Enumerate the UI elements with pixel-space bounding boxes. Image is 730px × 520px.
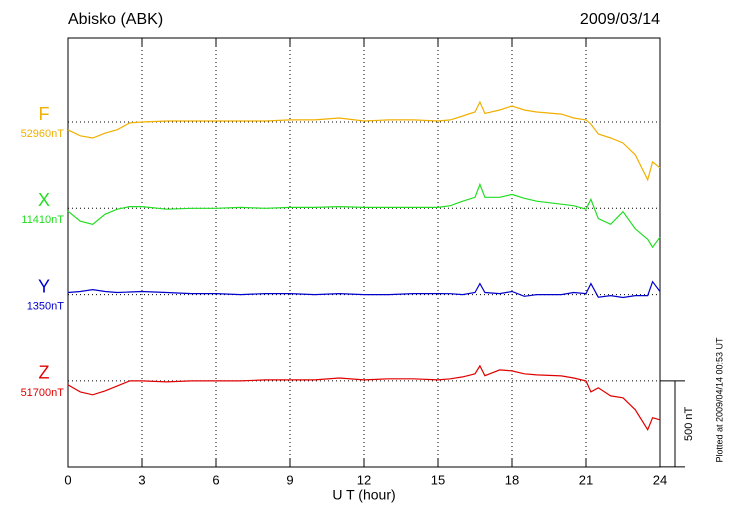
series-name: Z	[39, 363, 50, 383]
baseline-label: 1350nT	[27, 301, 65, 313]
series-line	[67, 280, 661, 299]
x-axis-label: U T (hour)	[332, 487, 395, 503]
x-tick-label: 12	[357, 472, 371, 487]
scale-bar-label: 500 nT	[683, 406, 695, 441]
series-line	[67, 100, 661, 182]
baseline-label: 51700nT	[21, 387, 65, 399]
x-tick-label: 0	[64, 472, 71, 487]
baseline-label: 52960nT	[21, 128, 65, 140]
x-tick-label: 9	[286, 472, 293, 487]
x-tick-label: 3	[138, 472, 145, 487]
series-name: X	[38, 190, 50, 210]
series-line	[67, 364, 661, 432]
x-tick-label: 6	[212, 472, 219, 487]
chart-date: 2009/03/14	[580, 11, 660, 28]
series-name: F	[39, 104, 50, 124]
x-tick-label: 18	[505, 472, 519, 487]
x-tick-label: 15	[431, 472, 445, 487]
chart-title: Abisko (ABK)	[68, 11, 163, 28]
x-tick-label: 24	[653, 472, 667, 487]
series-name: Y	[38, 276, 50, 296]
series-line	[67, 182, 661, 249]
footnote: Plotted at 2009/04/14 00:53 UT	[714, 337, 724, 463]
x-tick-label: 21	[579, 472, 593, 487]
baseline-label: 11410nT	[21, 214, 64, 226]
